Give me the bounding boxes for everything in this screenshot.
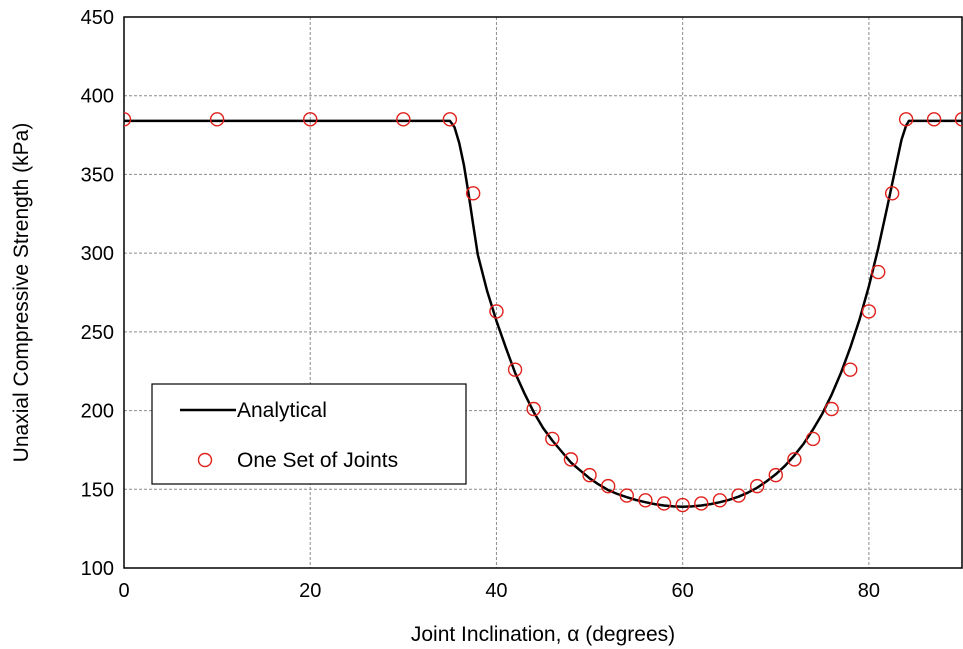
x-tick-label: 20 (299, 580, 321, 602)
data-point (619, 488, 634, 503)
data-point (926, 112, 942, 127)
data-point (731, 488, 746, 503)
series-markers-one-set-of-joints (124, 112, 962, 513)
data-point (871, 264, 886, 280)
data-point (694, 496, 709, 511)
y-tick-label: 250 (81, 322, 114, 344)
legend-swatch-one-set-of-joints (197, 452, 213, 468)
data-point (824, 401, 839, 417)
y-tick-label: 200 (81, 401, 114, 423)
plot-frame (123, 16, 963, 569)
data-point (656, 496, 672, 511)
data-point (749, 478, 765, 494)
data-point (209, 112, 225, 127)
tick-labels: 0 20 40 60 80 100 150 200 250 300 350 400 450 (81, 7, 880, 602)
data-point (638, 493, 653, 508)
y-tick-label: 100 (81, 558, 114, 580)
data-point (526, 401, 541, 417)
data-point (768, 467, 783, 483)
y-tick-label: 350 (81, 164, 114, 186)
y-axis-title: Unaxial Compressive Strength (kPa) (10, 123, 33, 463)
legend-box (151, 383, 467, 485)
y-tick-label: 450 (81, 7, 114, 29)
data-point (507, 362, 523, 377)
x-axis-title: Joint Inclination, α (degrees) (411, 623, 675, 646)
data-point (954, 112, 962, 127)
series-line-analytical (124, 119, 962, 509)
data-point (712, 493, 728, 508)
data-point (861, 304, 877, 319)
data-point (442, 112, 458, 127)
x-tick-label: 80 (858, 580, 880, 602)
legend-label-analytical: Analytical (237, 399, 327, 422)
data-point (843, 362, 858, 377)
data-point (675, 497, 690, 513)
data-point (582, 467, 597, 483)
x-tick-label: 0 (118, 580, 129, 602)
data-point (124, 112, 132, 127)
grid-lines (124, 17, 962, 568)
x-tick-label: 40 (485, 580, 507, 602)
data-point (545, 431, 560, 447)
x-tick-label: 60 (672, 580, 694, 602)
legend: Analytical One Set of Joints (151, 383, 467, 485)
data-point (396, 112, 411, 127)
y-tick-label: 400 (81, 86, 114, 108)
data-point (805, 431, 821, 447)
legend-label-one-set-of-joints: One Set of Joints (237, 449, 398, 472)
data-point (787, 452, 802, 467)
data-point (600, 478, 616, 494)
y-tick-label: 300 (81, 243, 114, 265)
data-point (465, 186, 481, 201)
data-point (303, 112, 318, 127)
data-point (489, 304, 504, 319)
data-point (898, 112, 914, 127)
y-tick-label: 150 (81, 479, 114, 501)
series-layer (124, 112, 962, 513)
data-point (563, 452, 579, 467)
data-point (884, 186, 900, 201)
